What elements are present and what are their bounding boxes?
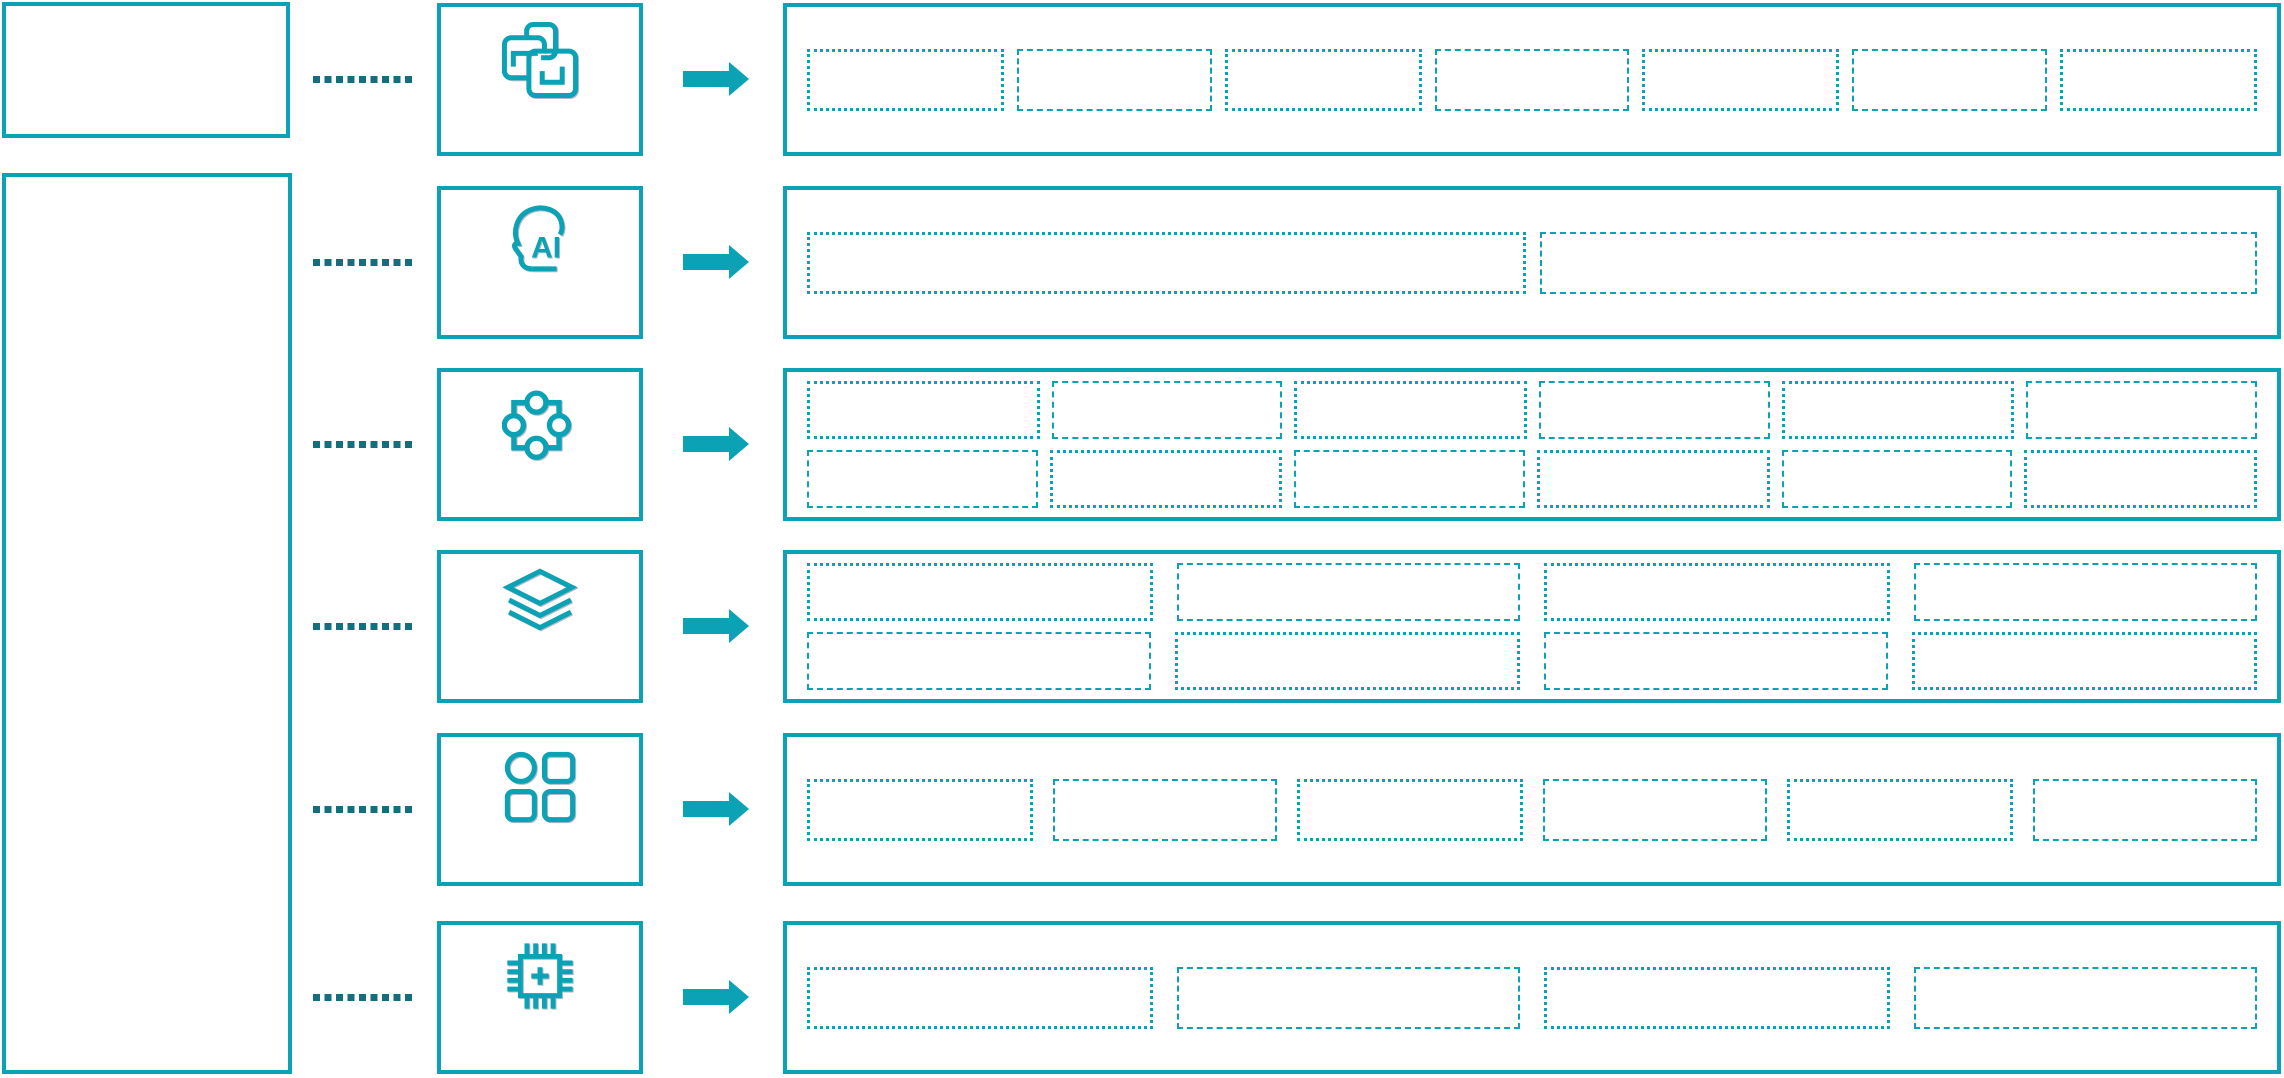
placeholder-box: [1787, 778, 2013, 841]
ai-head-icon: AI: [511, 205, 565, 272]
chip-plus-icon: [507, 943, 573, 1009]
placeholder-box: [807, 632, 1151, 690]
placeholder-box: [807, 48, 1004, 111]
placeholder-box: [1051, 381, 1283, 439]
placeholder-box: [807, 966, 1153, 1029]
placeholder-box: [1543, 778, 1767, 841]
placeholder-box: [1049, 450, 1283, 508]
placeholder-box: [2060, 48, 2258, 111]
placeholder-box: [1294, 381, 1528, 439]
placeholder-box: [2024, 450, 2258, 508]
placeholder-box: [1544, 632, 1888, 690]
icon-box-app-grid: [437, 733, 643, 886]
content-panel-row1: [783, 3, 2281, 156]
dashed-connector: [313, 76, 413, 83]
overlapping-frames-icon: [501, 21, 579, 99]
icon-box-overlapping-frames: [437, 3, 643, 156]
placeholder-box: [1544, 563, 1890, 621]
content-panel-row2: [783, 186, 2281, 339]
placeholder-box: [807, 231, 1526, 294]
content-panel-row6: [783, 921, 2281, 1074]
icon-box-puzzle: [437, 368, 643, 521]
top-left-panel: [2, 2, 290, 138]
ai-label: AI: [531, 232, 561, 265]
placeholder-box: [1537, 450, 1770, 508]
placeholder-box: [1016, 48, 1212, 111]
dashed-connector: [313, 806, 413, 813]
placeholder-slot-row: [787, 737, 2277, 882]
placeholder-box: [1911, 632, 2257, 690]
flow-arrow-icon: [683, 609, 749, 643]
dashed-connector: [313, 259, 413, 266]
placeholder-box: [1642, 48, 1840, 111]
content-panel-row4: [783, 550, 2281, 703]
placeholder-box: [2033, 778, 2257, 841]
placeholder-box: [807, 381, 1040, 439]
icon-box-layers: [437, 550, 643, 703]
diagram-row: [0, 368, 2284, 521]
placeholder-box: [1781, 381, 2015, 439]
flow-arrow-icon: [683, 427, 749, 461]
placeholder-box: [1913, 563, 2257, 621]
placeholder-box: [1176, 966, 1520, 1029]
diagram-row: [0, 921, 2284, 1074]
layers-icon: [502, 568, 578, 631]
diagram-row: [0, 3, 2284, 156]
placeholder-box: [1539, 381, 1770, 439]
flow-arrow-icon: [683, 62, 749, 96]
placeholder-box: [1544, 966, 1890, 1029]
placeholder-box: [2026, 381, 2258, 439]
placeholder-box: [1224, 48, 1422, 111]
placeholder-box: [807, 450, 1038, 508]
placeholder-slot-row: [807, 563, 2257, 621]
placeholder-box: [807, 563, 1153, 621]
placeholder-box: [1053, 778, 1277, 841]
placeholder-slot-row: [807, 381, 2258, 439]
placeholder-box: [1781, 450, 2013, 508]
placeholder-box: [1176, 563, 1520, 621]
icon-box-chip: [437, 921, 643, 1074]
placeholder-slot-row: [787, 925, 2277, 1070]
dashed-connector: [313, 441, 413, 448]
flow-arrow-icon: [683, 245, 749, 279]
placeholder-box: [1540, 231, 2257, 294]
left-tall-panel: [2, 173, 292, 1074]
placeholder-box: [1174, 632, 1520, 690]
placeholder-box: [1852, 48, 2048, 111]
placeholder-grid: [787, 372, 2277, 517]
dashed-connector: [313, 623, 413, 630]
dashed-connector: [313, 994, 413, 1001]
placeholder-slot-row: [807, 450, 2258, 508]
app-grid-icon: [504, 751, 576, 823]
diagram-row: [0, 733, 2284, 886]
placeholder-box: [807, 778, 1033, 841]
flow-arrow-icon: [683, 980, 749, 1014]
puzzle-piece-icon: [502, 390, 572, 460]
placeholder-box: [1297, 778, 1523, 841]
placeholder-box: [1294, 450, 1526, 508]
placeholder-box: [1434, 48, 1630, 111]
content-panel-row5: [783, 733, 2281, 886]
flow-arrow-icon: [683, 792, 749, 826]
placeholder-slot-row: [807, 632, 2257, 690]
placeholder-slot-row: [787, 190, 2277, 335]
diagram-row: [0, 550, 2284, 703]
icon-box-ai-head: AI: [437, 186, 643, 339]
placeholder-slot-row: [787, 7, 2277, 152]
placeholder-box: [1913, 966, 2257, 1029]
placeholder-grid: [787, 554, 2277, 699]
content-panel-row3: [783, 368, 2281, 521]
diagram-row: AI: [0, 186, 2284, 339]
